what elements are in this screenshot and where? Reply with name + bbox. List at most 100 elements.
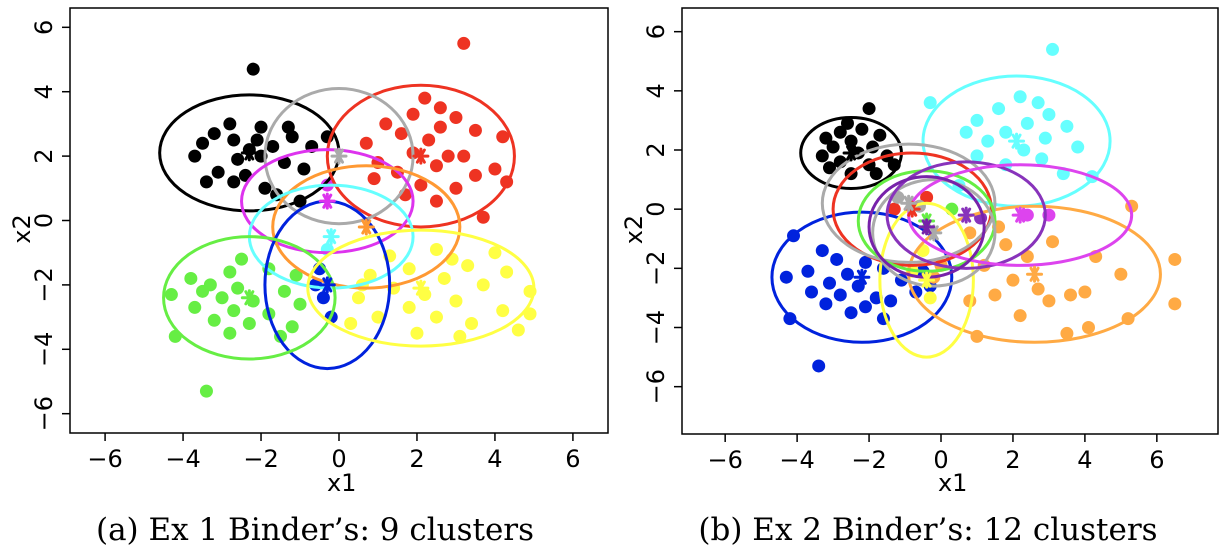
data-point <box>822 276 836 290</box>
data-point <box>488 246 502 260</box>
data-point <box>887 202 901 216</box>
cluster-center-marker <box>957 206 975 224</box>
data-point <box>410 326 424 340</box>
x-tick-label: −6 <box>87 445 122 473</box>
data-point <box>429 159 443 173</box>
data-point <box>496 304 510 318</box>
cluster-center-marker <box>322 228 340 246</box>
y-tick-label: −4 <box>30 332 58 367</box>
data-point <box>164 288 178 302</box>
x-tick-label: −6 <box>707 446 742 474</box>
data-point <box>1168 297 1182 311</box>
data-point <box>433 101 447 115</box>
cluster-ellipse <box>831 151 993 267</box>
data-point <box>457 149 471 163</box>
data-point <box>465 317 479 331</box>
cluster-center-marker <box>357 218 375 236</box>
panel-a: −6 −4 −2 0 2 4 6 −6 −4 −2 0 2 4 6 x1 x2 (a) Ex 1 Binder’… <box>8 7 609 548</box>
data-point <box>981 134 995 148</box>
x-tick-label: −2 <box>243 445 278 473</box>
y-tick-label: −2 <box>642 251 670 286</box>
data-point <box>1013 90 1027 104</box>
x-tick-label: 6 <box>565 445 580 473</box>
data-point <box>1020 116 1034 130</box>
cluster-center-marker <box>918 218 936 236</box>
x-tick-label: −2 <box>851 446 886 474</box>
data-point <box>468 168 482 182</box>
data-point <box>188 300 202 314</box>
data-point <box>1006 273 1020 287</box>
data-point <box>227 175 241 189</box>
data-point <box>920 190 934 204</box>
data-point <box>815 149 829 163</box>
x-tick-label: 2 <box>409 445 424 473</box>
data-point <box>855 122 869 136</box>
data-point <box>805 285 819 299</box>
data-point <box>959 125 973 139</box>
data-point <box>1038 131 1052 145</box>
cluster-center-marker <box>412 147 430 165</box>
data-point <box>235 252 249 266</box>
data-point <box>1035 152 1049 166</box>
data-point <box>923 96 937 110</box>
plot-frame <box>69 7 609 434</box>
data-point <box>223 265 237 279</box>
data-point <box>363 268 377 282</box>
data-point <box>293 297 307 311</box>
data-point <box>246 62 260 76</box>
data-point <box>476 210 490 224</box>
data-point <box>184 271 198 285</box>
data-point <box>449 294 463 308</box>
cluster-ellipse <box>240 148 415 255</box>
data-point <box>511 323 525 337</box>
data-point <box>207 127 221 141</box>
panel-caption: (b) Ex 2 Binder’s: 12 clusters <box>698 512 1157 548</box>
data-point <box>199 384 213 398</box>
data-point <box>1060 119 1074 133</box>
data-point <box>970 113 984 127</box>
data-point <box>970 149 984 163</box>
data-point <box>858 255 872 269</box>
cluster-ellipse <box>878 201 975 359</box>
data-point <box>196 284 210 298</box>
data-point <box>316 291 330 305</box>
data-layer <box>770 42 1182 373</box>
data-point <box>862 102 876 116</box>
cluster-center-marker <box>900 194 918 212</box>
data-point <box>418 91 432 105</box>
data-point <box>801 264 815 278</box>
data-point <box>449 181 463 195</box>
cluster-center-marker <box>240 144 258 162</box>
data-point <box>437 271 451 285</box>
y-tick-label: 4 <box>30 84 58 99</box>
data-point <box>429 310 443 324</box>
data-point <box>1168 252 1182 266</box>
data-point <box>468 123 482 137</box>
data-point <box>488 162 502 176</box>
data-point <box>1081 321 1095 334</box>
data-point <box>297 162 311 176</box>
cluster-center-marker <box>1008 132 1026 150</box>
data-point <box>351 291 365 305</box>
data-point <box>1020 250 1034 263</box>
x-tick-label: 4 <box>487 445 502 473</box>
data-point <box>884 294 898 308</box>
data-point <box>453 329 467 343</box>
data-point <box>429 194 443 208</box>
cluster-center-marker <box>1011 206 1029 224</box>
data-point <box>830 252 844 266</box>
cluster-center-marker <box>1026 265 1044 283</box>
data-point <box>869 167 883 181</box>
data-point <box>402 262 416 276</box>
data-point <box>449 110 463 124</box>
data-point <box>188 149 202 163</box>
cluster-center-marker <box>918 271 936 289</box>
cluster-center-marker <box>412 279 430 297</box>
data-point <box>266 139 280 153</box>
cluster-center-marker <box>853 268 871 286</box>
cluster-center-marker <box>318 192 336 210</box>
x-tick-label: 4 <box>1077 446 1092 474</box>
data-point <box>367 172 381 186</box>
cluster-center-marker <box>240 289 258 307</box>
data-point <box>211 165 225 179</box>
